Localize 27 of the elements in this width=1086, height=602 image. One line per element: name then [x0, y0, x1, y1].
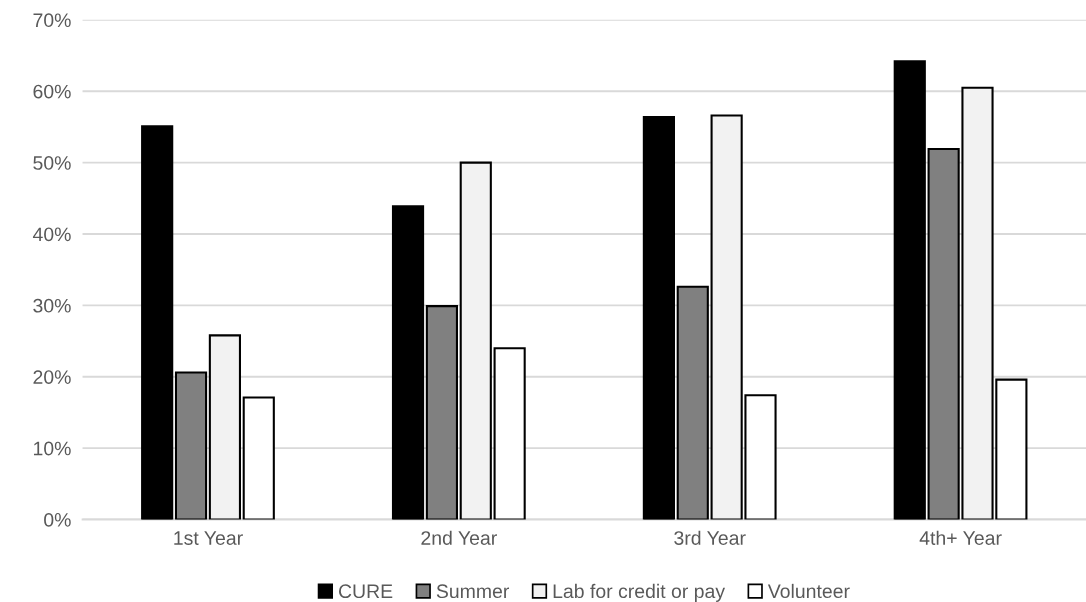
- y-tick-label: 50%: [33, 156, 71, 170]
- bar: [174, 371, 208, 520]
- bar: [391, 205, 425, 520]
- bar: [242, 396, 275, 520]
- legend-label: Summer: [436, 584, 510, 599]
- y-tick-label: 40%: [32, 227, 71, 242]
- bar: [141, 125, 174, 520]
- bar: [493, 347, 526, 520]
- y-tick-label: 70%: [33, 13, 71, 28]
- bar: [893, 60, 926, 520]
- y-tick-label: 10%: [33, 441, 71, 456]
- bar: [425, 305, 458, 520]
- bar: [208, 334, 241, 520]
- bar: [642, 115, 675, 520]
- legend-label: Lab for credit or pay: [553, 583, 726, 602]
- y-tick-label: 20%: [33, 370, 71, 384]
- y-tick-label: 30%: [33, 298, 71, 313]
- x-tick-label: 4th+ Year: [919, 530, 1002, 545]
- x-tick-label: 2nd Year: [421, 530, 497, 545]
- x-tick-label: 3rd Year: [674, 530, 746, 545]
- legend-label: Volunteer: [767, 583, 850, 599]
- bar: [459, 161, 492, 520]
- y-tick-label: 60%: [33, 84, 71, 99]
- legend-label: CURE: [338, 584, 393, 599]
- x-tick-label: 1st Year: [174, 531, 243, 545]
- bar: [676, 285, 709, 520]
- y-tick-label: 0%: [44, 512, 71, 527]
